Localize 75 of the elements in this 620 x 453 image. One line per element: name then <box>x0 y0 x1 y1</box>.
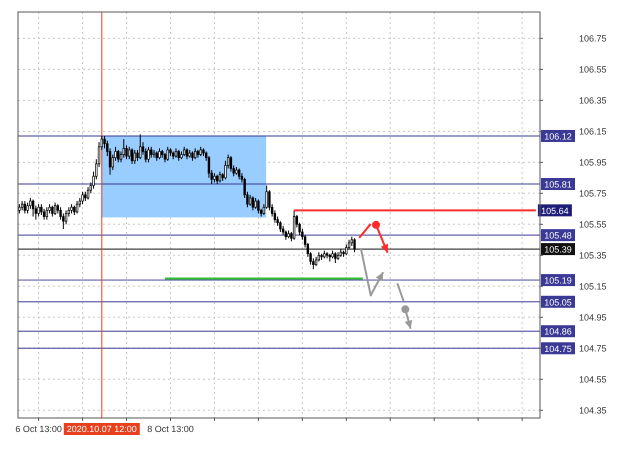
candlestick <box>230 156 232 172</box>
candlestick <box>86 186 90 200</box>
candlestick <box>32 199 34 218</box>
candlestick <box>150 146 152 158</box>
candlestick <box>254 197 257 210</box>
candlestick <box>282 225 284 236</box>
candlestick <box>54 202 56 216</box>
candlestick <box>20 200 24 211</box>
candlestick <box>117 149 120 163</box>
candlestick <box>156 150 158 162</box>
y-tick-label: 104.95 <box>579 312 607 322</box>
candlestick <box>81 191 84 205</box>
candlestick <box>42 208 46 220</box>
y-tick-label: 105.35 <box>579 250 607 260</box>
candlestick <box>24 200 26 214</box>
candlestick <box>200 146 202 157</box>
candlestick <box>248 194 252 206</box>
candlestick <box>334 252 337 264</box>
x-tick-label: 6 Oct 13:00 <box>15 424 62 434</box>
candlestick <box>46 206 48 220</box>
ref-line-label: 104.75 <box>544 344 572 354</box>
candlestick <box>213 172 216 183</box>
y-tick-label: 105.95 <box>579 157 607 168</box>
x-tick-label: 8 Oct 13:00 <box>147 424 194 434</box>
candlestick <box>166 146 169 162</box>
candlestick <box>128 146 130 160</box>
y-tick-label: 104.75 <box>579 343 607 354</box>
candlestick <box>178 149 180 162</box>
data-label: 105.64 <box>541 206 569 216</box>
candlestick <box>139 134 142 160</box>
candlestick <box>40 204 43 216</box>
candlestick <box>73 205 76 216</box>
y-tick-label: 104.35 <box>579 405 607 416</box>
candlestick <box>284 230 288 240</box>
candlestick <box>174 148 178 158</box>
candlestick <box>216 174 218 185</box>
candlestick <box>64 210 68 225</box>
candlestick <box>194 148 196 160</box>
candlestick <box>122 138 125 158</box>
y-tick-label: 105.75 <box>579 188 607 198</box>
x-tick-label: 2020.10.07 12:00 <box>66 424 137 434</box>
ref-line-label: 105.48 <box>544 230 572 241</box>
y-tick-label: 106.35 <box>579 95 607 106</box>
candlestick <box>51 205 54 218</box>
y-tick-label: 105.15 <box>579 281 607 292</box>
ref-line-label: 106.12 <box>544 131 572 142</box>
candlestick <box>37 204 40 218</box>
candlestick <box>191 150 194 162</box>
y-tick-label: 106.75 <box>579 33 607 44</box>
candlestick <box>318 252 320 262</box>
candlestick <box>76 200 78 214</box>
y-tick-label: 105.55 <box>579 219 607 230</box>
ref-line-label: 104.86 <box>544 326 572 337</box>
ref-line-label: 105.81 <box>544 180 572 190</box>
candlestick <box>70 204 73 214</box>
candlestick <box>238 168 240 180</box>
candlestick <box>353 238 356 253</box>
candlestick <box>218 171 222 183</box>
candlestick <box>136 149 139 162</box>
y-tick-label: 104.55 <box>579 374 607 384</box>
candlestick <box>26 202 29 214</box>
candlestick <box>84 191 87 202</box>
candlestick <box>252 196 254 211</box>
candlestick <box>134 149 136 164</box>
ref-line-label: 105.19 <box>544 276 572 286</box>
candlestick <box>345 244 348 256</box>
ref-line-label: 105.39 <box>544 244 572 255</box>
candlestick <box>292 210 296 240</box>
candlestick <box>314 256 318 267</box>
ref-line-label: 105.05 <box>544 297 572 308</box>
candlestick <box>279 220 282 233</box>
y-tick-label: 106.55 <box>579 64 607 74</box>
candlestick <box>257 199 260 214</box>
candlestick <box>183 146 186 157</box>
y-tick-label: 106.15 <box>579 126 607 136</box>
